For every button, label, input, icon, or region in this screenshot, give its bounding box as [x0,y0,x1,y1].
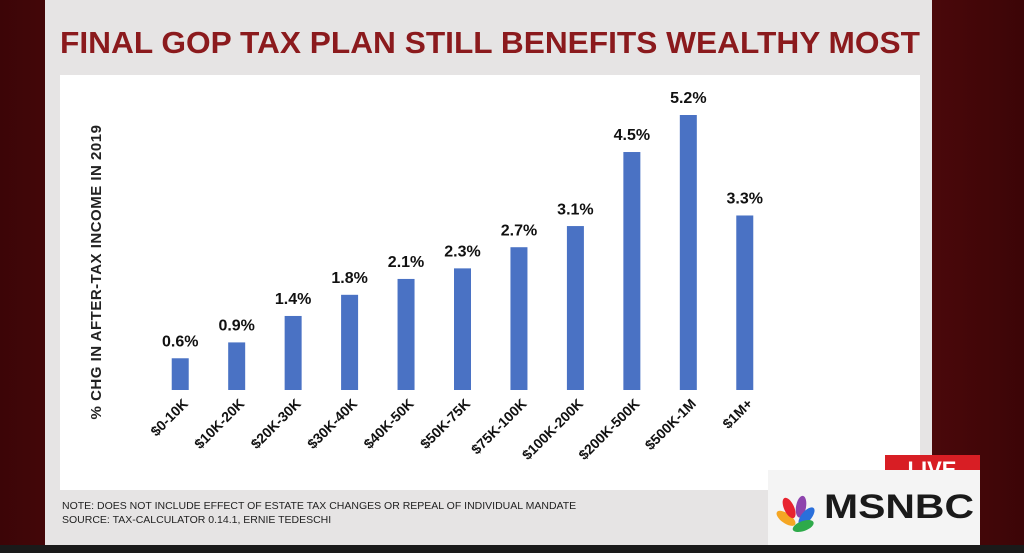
bar [679,115,697,390]
value-label: 5.2% [670,90,706,107]
note: NOTE: DOES NOT INCLUDE EFFECT OF ESTATE … [62,500,576,512]
value-label: 2.3% [444,244,480,261]
value-label: 0.6% [162,333,198,350]
bar [341,294,359,390]
bar [284,315,302,390]
bar [736,215,754,390]
network-name: MSNBC [824,488,974,526]
bar [397,278,415,390]
source: SOURCE: TAX-CALCULATOR 0.14.1, ERNIE TED… [62,514,331,526]
bar [454,268,471,390]
peacock-logo [776,495,815,533]
bar [171,358,189,390]
value-label: 2.7% [501,222,537,239]
bar [566,226,584,390]
chart-area [60,75,920,490]
bar [510,247,528,390]
value-label: 3.1% [557,201,593,218]
value-label: 1.4% [275,291,311,308]
bar [228,342,246,390]
ticker [0,545,1024,553]
bar [623,152,641,390]
value-label: 1.8% [331,270,367,287]
value-label: 0.9% [218,318,254,335]
y-axis-label: % CHG IN AFTER-TAX INCOME IN 2019 [88,125,105,420]
value-label: 3.3% [727,191,763,208]
chart-title: FINAL GOP TAX PLAN STILL BENEFITS WEALTH… [60,25,920,60]
value-label: 2.1% [388,254,424,271]
value-label: 4.5% [614,127,650,144]
